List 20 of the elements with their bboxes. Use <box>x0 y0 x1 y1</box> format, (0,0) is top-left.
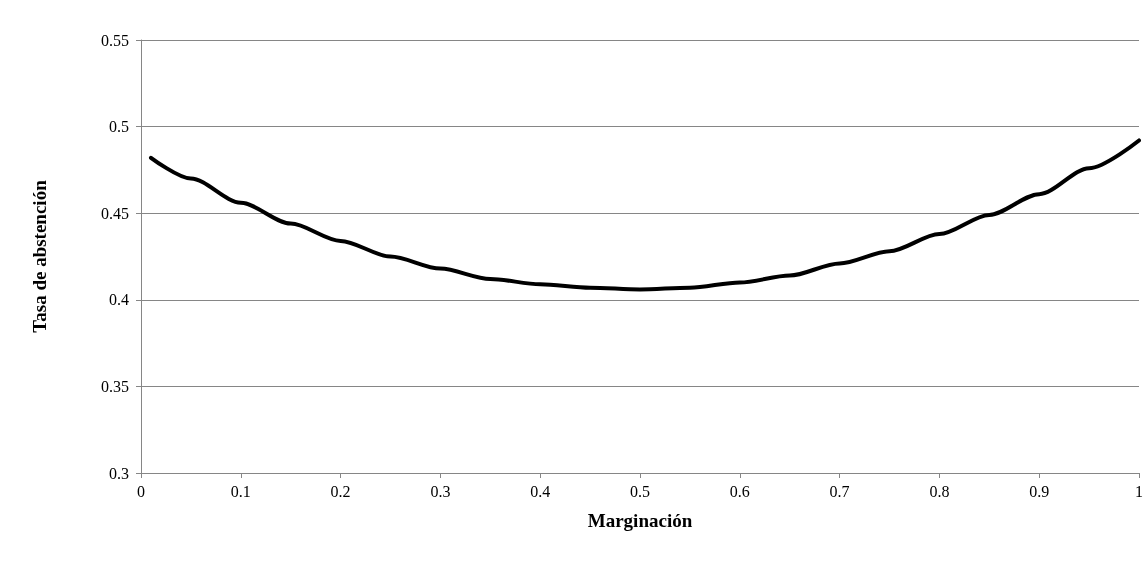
y-tick-label: 0.45 <box>101 204 129 222</box>
y-axis-title: Tasa de abstención <box>29 179 50 333</box>
x-tick-label: 0.4 <box>530 482 551 500</box>
x-tick-label: 0.7 <box>829 482 850 500</box>
line-series <box>148 138 1141 292</box>
x-tick-label: 0.6 <box>729 482 750 500</box>
x-tick-label: 1 <box>1135 482 1143 500</box>
x-tick-label: 0 <box>137 482 145 500</box>
y-tick-label: 0.35 <box>101 377 129 395</box>
x-tick-label: 0.3 <box>430 482 451 500</box>
x-axis-title: Marginación <box>587 510 693 531</box>
y-tick-label: 0.3 <box>109 464 129 482</box>
y-tick-label: 0.55 <box>101 31 129 49</box>
y-tick-label: 0.5 <box>109 118 129 136</box>
x-tick-label: 0.2 <box>330 482 351 500</box>
y-tick-label: 0.4 <box>109 291 129 309</box>
x-tick-label: 0.8 <box>929 482 950 500</box>
x-tick-label: 0.5 <box>630 482 650 500</box>
x-tick-label: 0.9 <box>1029 482 1050 500</box>
x-tick-label: 0.1 <box>230 482 251 500</box>
